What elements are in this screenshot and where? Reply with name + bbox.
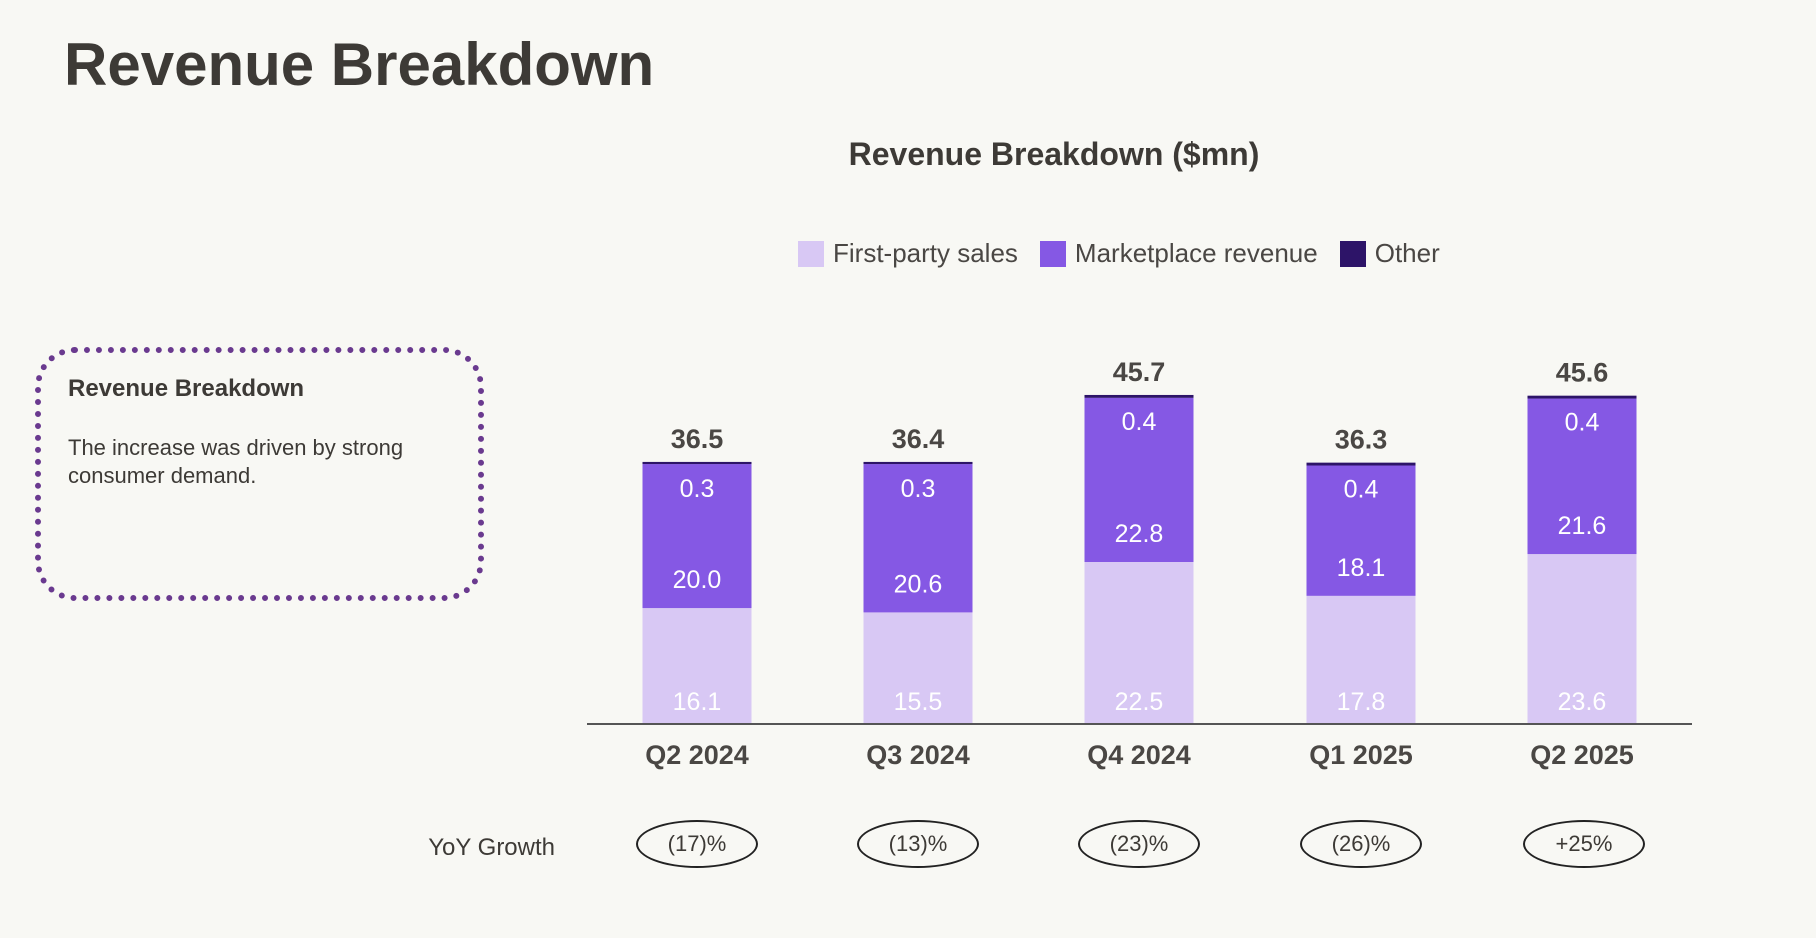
legend-swatch xyxy=(1039,240,1066,267)
segment-data-label: 0.4 xyxy=(1565,409,1600,437)
legend-item-first-party: First-party sales xyxy=(798,238,1018,269)
segment-data-label: 20.6 xyxy=(894,570,943,598)
callout-box xyxy=(35,347,484,601)
legend-swatch xyxy=(798,240,824,267)
yoy-growth-badge: (17)% xyxy=(636,820,758,868)
total-data-label: 36.3 xyxy=(1335,425,1388,455)
legend-item-marketplace: Marketplace revenue xyxy=(1039,238,1318,269)
bar-segment xyxy=(863,612,973,724)
total-data-label: 45.7 xyxy=(1113,357,1166,387)
segment-data-label: 20.0 xyxy=(673,566,722,594)
bar-segment xyxy=(642,464,752,609)
segment-data-label: 15.5 xyxy=(894,688,943,716)
segment-data-label: 0.3 xyxy=(901,475,936,503)
bar-segment xyxy=(1084,397,1194,562)
bar-segment xyxy=(1306,465,1416,596)
bar-segment xyxy=(642,461,752,465)
page-title: Revenue Breakdown xyxy=(64,31,655,98)
segment-data-label: 18.1 xyxy=(1337,554,1386,582)
chart-title: Revenue Breakdown ($mn) xyxy=(848,136,1260,172)
callout-body: The increase was driven by strong consum… xyxy=(68,435,404,488)
bar-segment xyxy=(1527,395,1637,399)
segment-data-label: 21.6 xyxy=(1558,512,1607,540)
legend-item-other: Other xyxy=(1339,238,1440,269)
yoy-growth-badge: +25% xyxy=(1523,820,1645,868)
segment-data-label: 17.8 xyxy=(1337,688,1386,716)
legend-label: First-party sales xyxy=(833,238,1018,268)
yoy-growth-badge: (13)% xyxy=(857,820,979,868)
legend-swatch xyxy=(1339,240,1366,267)
bar-segment xyxy=(1306,462,1416,466)
segment-data-label: 22.8 xyxy=(1115,520,1164,548)
segment-data-label: 0.3 xyxy=(680,475,715,503)
x-tick-label: Q4 2024 xyxy=(1087,740,1191,770)
callout-title: Revenue Breakdown xyxy=(68,375,305,402)
segment-data-label: 23.6 xyxy=(1558,688,1607,716)
bar-segment xyxy=(642,608,752,724)
bar-segment xyxy=(1527,554,1637,724)
chart-legend: First-party sales Marketplace revenue Ot… xyxy=(798,238,1462,269)
bar-segment xyxy=(1084,562,1194,724)
legend-label: Marketplace revenue xyxy=(1074,238,1318,268)
segment-data-label: 16.1 xyxy=(673,688,722,716)
bar-segment xyxy=(1306,595,1416,724)
bar-segment xyxy=(863,464,973,613)
yoy-growth-badge: (23)% xyxy=(1078,820,1200,868)
x-tick-label: Q2 2024 xyxy=(645,740,749,770)
segment-data-label: 0.4 xyxy=(1122,408,1157,436)
segment-data-label: 0.4 xyxy=(1344,476,1379,504)
yoy-growth-label: YoY Growth xyxy=(428,834,555,861)
legend-label: Other xyxy=(1374,238,1440,268)
total-data-label: 45.6 xyxy=(1556,358,1609,388)
x-tick-label: Q3 2024 xyxy=(866,740,970,770)
x-tick-label: Q2 2025 xyxy=(1530,740,1634,770)
bar-segment xyxy=(1527,398,1637,555)
x-tick-label: Q1 2025 xyxy=(1309,740,1413,770)
yoy-growth-badge: (26)% xyxy=(1300,820,1422,868)
bar-segment xyxy=(1084,394,1194,398)
bar-segment xyxy=(863,461,973,465)
segment-data-label: 22.5 xyxy=(1115,688,1164,716)
total-data-label: 36.4 xyxy=(892,424,945,454)
total-data-label: 36.5 xyxy=(671,424,724,454)
